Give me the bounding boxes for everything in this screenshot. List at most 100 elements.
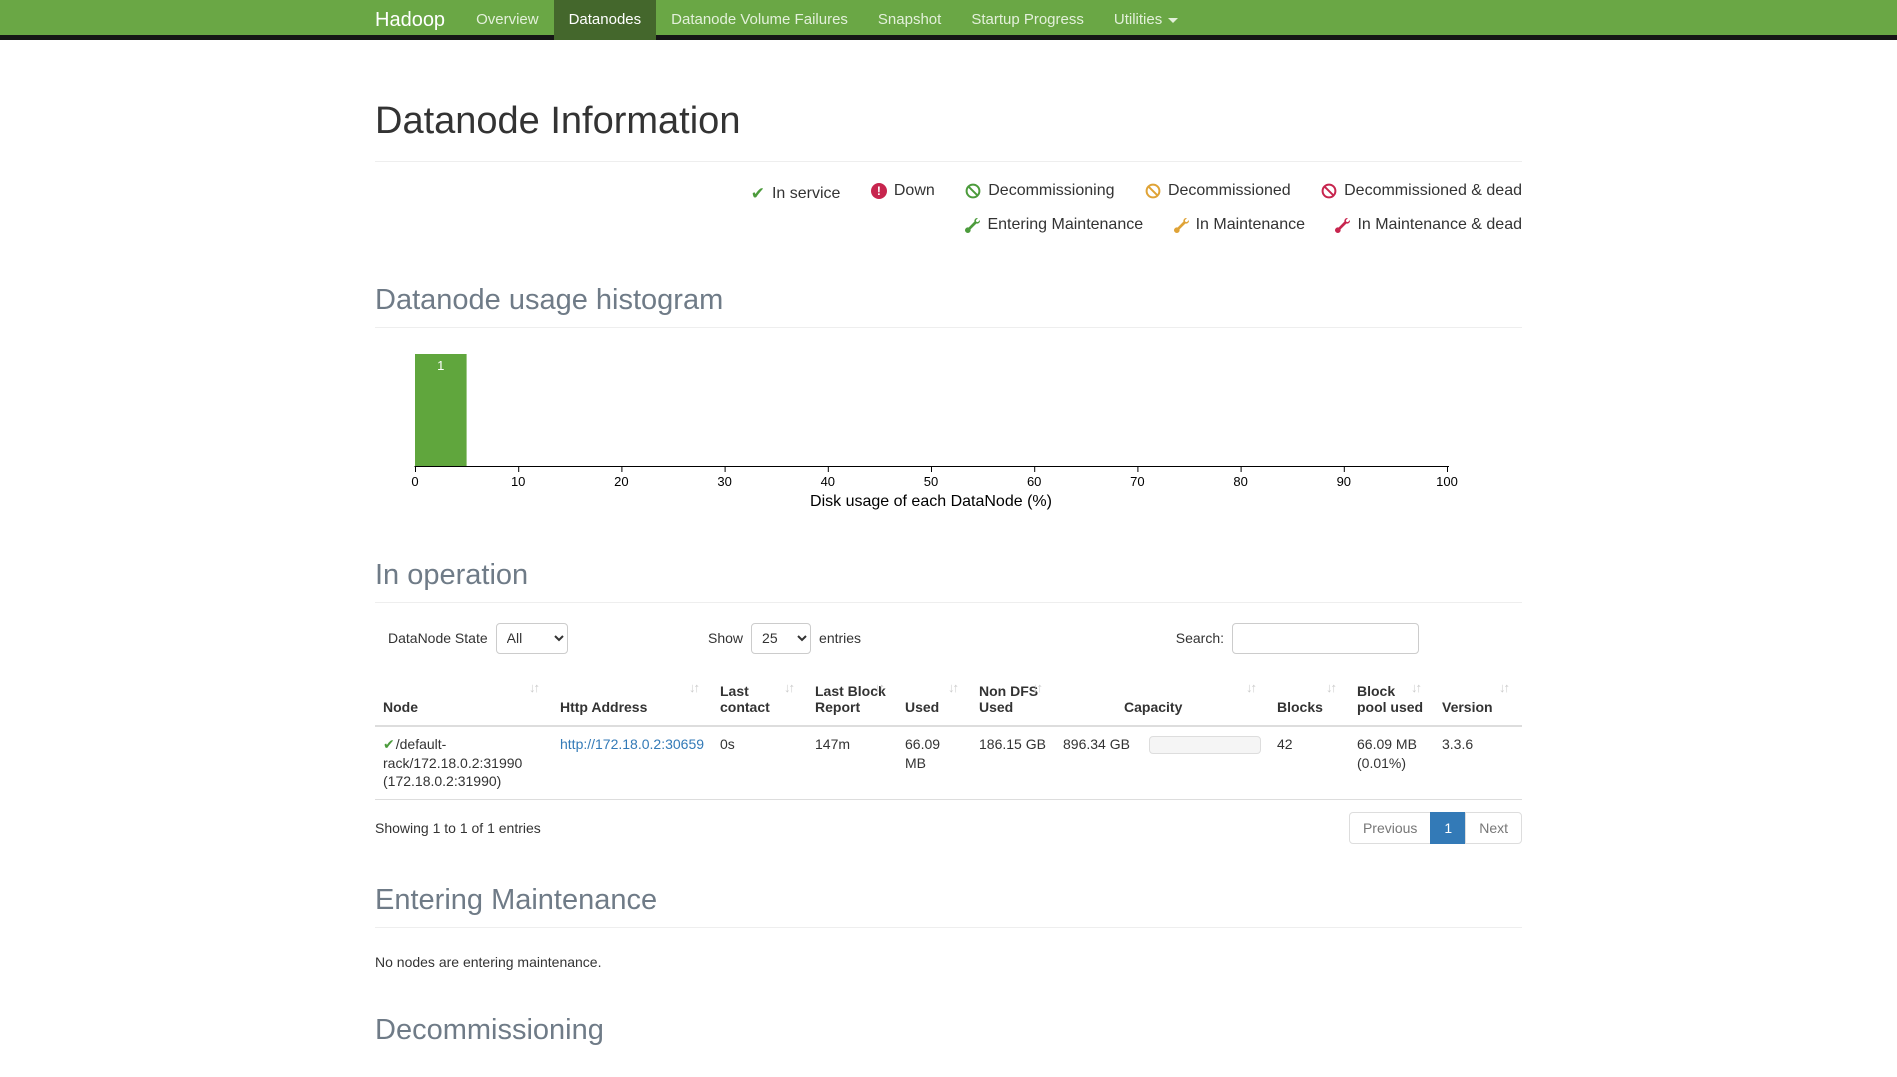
svg-text:0: 0: [411, 474, 418, 489]
cell-version: 3.3.6: [1434, 725, 1522, 801]
capacity-progress-bar: [1148, 735, 1261, 754]
sort-icon[interactable]: ↓↑: [1032, 679, 1043, 695]
nav-snapshot[interactable]: Snapshot: [877, 11, 942, 28]
sort-icon[interactable]: ↓↑: [529, 679, 540, 695]
divider: [375, 601, 1522, 603]
exclamation-circle-icon: [870, 183, 887, 199]
histogram-section-title: Datanode usage histogram: [375, 283, 724, 316]
page-title: Datanode Information: [375, 100, 741, 142]
nav-utilities-label: Utilities: [1113, 11, 1163, 28]
pagination-previous-button[interactable]: Previous: [1348, 812, 1432, 845]
cell-block-pool-used: 66.09 MB (0.01%): [1349, 725, 1434, 801]
sort-icon[interactable]: ↓↑: [1411, 679, 1422, 695]
legend-in-maintenance: In Maintenance: [1173, 210, 1305, 240]
node-state-legend: ✔ In service Down Decommissioning Decomm…: [375, 176, 1522, 244]
legend-entering-maintenance: Entering Maintenance: [965, 210, 1143, 240]
legend-label: Decommissioning: [988, 182, 1115, 199]
cell-last-block-report: 147m: [807, 725, 897, 801]
col-header-non-dfs-used[interactable]: ↓↑ Non DFS Used: [971, 674, 1055, 727]
col-header-last-contact[interactable]: ↓↑ Last contact: [712, 674, 807, 727]
legend-in-service: ✔ In service: [751, 179, 841, 209]
sort-icon[interactable]: ↓↑: [1246, 679, 1257, 695]
datanode-state-label: DataNode State: [388, 630, 488, 646]
legend-label: Down: [893, 182, 935, 199]
legend-label: In Maintenance: [1195, 216, 1305, 233]
pagination-next-button[interactable]: Next: [1465, 812, 1522, 845]
svg-text:10: 10: [511, 474, 525, 489]
table-row: ✔/default-rack/172.18.0.2:31990 (172.18.…: [375, 725, 1522, 801]
in-operation-section-title: In operation: [375, 558, 529, 591]
pagination-page-1-button[interactable]: 1: [1430, 812, 1467, 845]
svg-text:50: 50: [924, 474, 938, 489]
brand-hadoop[interactable]: Hadoop: [375, 9, 446, 31]
entering-maintenance-section-title: Entering Maintenance: [375, 884, 658, 917]
sort-icon[interactable]: ↓↑: [874, 679, 885, 695]
capacity-value: 896.34 GB: [1063, 735, 1130, 752]
col-header-capacity[interactable]: ↓↑ Capacity: [1055, 674, 1269, 727]
legend-label: In service: [771, 184, 841, 202]
search-label: Search:: [1175, 630, 1224, 646]
col-header-node[interactable]: ↓↑ Node: [375, 674, 552, 727]
svg-text:1: 1: [437, 358, 444, 373]
col-header-last-block-report[interactable]: ↓↑ Last Block Report: [807, 674, 897, 727]
http-address-link[interactable]: http://172.18.0.2:30659: [560, 735, 705, 752]
svg-text:90: 90: [1337, 474, 1351, 489]
ban-circle-icon: [965, 183, 981, 199]
cell-http-address: http://172.18.0.2:30659: [552, 725, 712, 801]
cell-last-contact: 0s: [712, 725, 807, 801]
entries-label: entries: [819, 630, 862, 646]
legend-label: In Maintenance & dead: [1357, 216, 1522, 233]
ban-circle-icon: [1145, 183, 1161, 199]
nav-overview[interactable]: Overview: [476, 11, 539, 28]
svg-text:Disk usage of each DataNode (%: Disk usage of each DataNode (%): [810, 493, 1052, 510]
legend-decommissioned: Decommissioned: [1145, 176, 1291, 206]
datanodes-table: ↓↑ Node ↓↑ Http Address ↓↑ Last contact ↓↑ L…: [375, 674, 1522, 801]
svg-text:30: 30: [717, 474, 731, 489]
legend-label: Entering Maintenance: [987, 216, 1144, 233]
check-icon: ✔: [750, 184, 765, 203]
divider: [375, 927, 1522, 929]
cell-node: ✔/default-rack/172.18.0.2:31990 (172.18.…: [375, 725, 552, 801]
table-info: Showing 1 to 1 of 1 entries: [375, 820, 541, 837]
nav-datanode-volume-failures[interactable]: Datanode Volume Failures: [671, 11, 848, 28]
decommissioning-section-title: Decommissioning: [375, 1014, 604, 1047]
legend-down: Down: [870, 176, 935, 206]
pagination: Previous 1 Next: [1348, 812, 1522, 845]
sort-icon[interactable]: ↓↑: [1499, 679, 1510, 695]
show-label: Show: [708, 630, 744, 646]
cell-used: 66.09 MB: [897, 725, 971, 801]
ban-circle-icon: [1321, 183, 1337, 199]
divider: [375, 161, 1522, 162]
svg-text:100: 100: [1436, 474, 1458, 489]
search-input[interactable]: [1232, 622, 1419, 654]
entries-length-select[interactable]: 25: [751, 622, 812, 654]
navbar: Hadoop Overview Datanodes Datanode Volum…: [0, 0, 1897, 40]
col-header-block-pool-used[interactable]: ↓↑ Block pool used: [1349, 674, 1434, 727]
svg-text:80: 80: [1233, 474, 1247, 489]
table-header-row: ↓↑ Node ↓↑ Http Address ↓↑ Last contact ↓↑ L…: [375, 674, 1522, 727]
check-icon: ✔: [383, 735, 395, 752]
col-header-http-address[interactable]: ↓↑ Http Address: [552, 674, 712, 727]
datanode-state-select[interactable]: All: [495, 622, 568, 654]
usage-histogram: 1 0 10 20 30 40 50 60 70 80 90 100 Disk usage of eac…: [375, 342, 1522, 519]
nav-startup-progress[interactable]: Startup Progress: [971, 11, 1084, 28]
nav-utilities[interactable]: Utilities: [1099, 0, 1193, 40]
col-header-used[interactable]: ↓↑ Used: [897, 674, 971, 727]
sort-icon[interactable]: ↓↑: [689, 679, 700, 695]
wrench-icon: [1335, 217, 1351, 233]
legend-label: Decommissioned: [1167, 182, 1291, 199]
sort-icon[interactable]: ↓↑: [948, 679, 959, 695]
entering-maintenance-empty-text: No nodes are entering maintenance.: [375, 954, 602, 971]
sort-icon[interactable]: ↓↑: [784, 679, 795, 695]
svg-text:40: 40: [821, 474, 835, 489]
divider: [375, 326, 1522, 328]
cell-blocks: 42: [1269, 725, 1349, 801]
sort-icon[interactable]: ↓↑: [1326, 679, 1337, 695]
col-header-version[interactable]: ↓↑ Version: [1434, 674, 1522, 727]
nav-datanodes[interactable]: Datanodes: [553, 0, 657, 40]
legend-label: Decommissioned & dead: [1344, 182, 1522, 199]
wrench-icon: [1173, 217, 1189, 233]
col-header-blocks[interactable]: ↓↑ Blocks: [1269, 674, 1349, 727]
caret-down-icon: [1168, 17, 1179, 23]
